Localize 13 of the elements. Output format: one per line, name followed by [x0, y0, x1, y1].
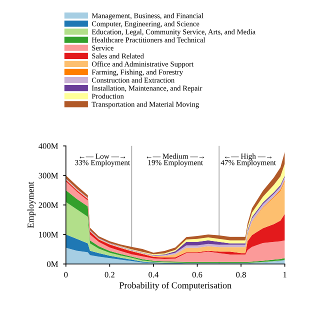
- x-tick-label: 1: [283, 272, 286, 278]
- y-tick-label: 100M: [39, 232, 58, 238]
- y-tick-label: 0M: [47, 261, 58, 267]
- y-tick-label: 200M: [38, 202, 58, 208]
- x-tick-label: 0: [64, 272, 68, 278]
- y-tick-label: 400M: [38, 143, 58, 149]
- x-axis-title: Probability of Computerisation: [119, 282, 232, 290]
- x-tick-label: 0.6: [192, 272, 202, 278]
- y-axis-title: Employment: [27, 182, 36, 228]
- x-tick-label: 0.2: [104, 272, 114, 278]
- x-tick-label: 0.4: [148, 272, 159, 278]
- x-tick-label: 0.8: [236, 272, 246, 278]
- y-tick-label: 300M: [38, 172, 58, 178]
